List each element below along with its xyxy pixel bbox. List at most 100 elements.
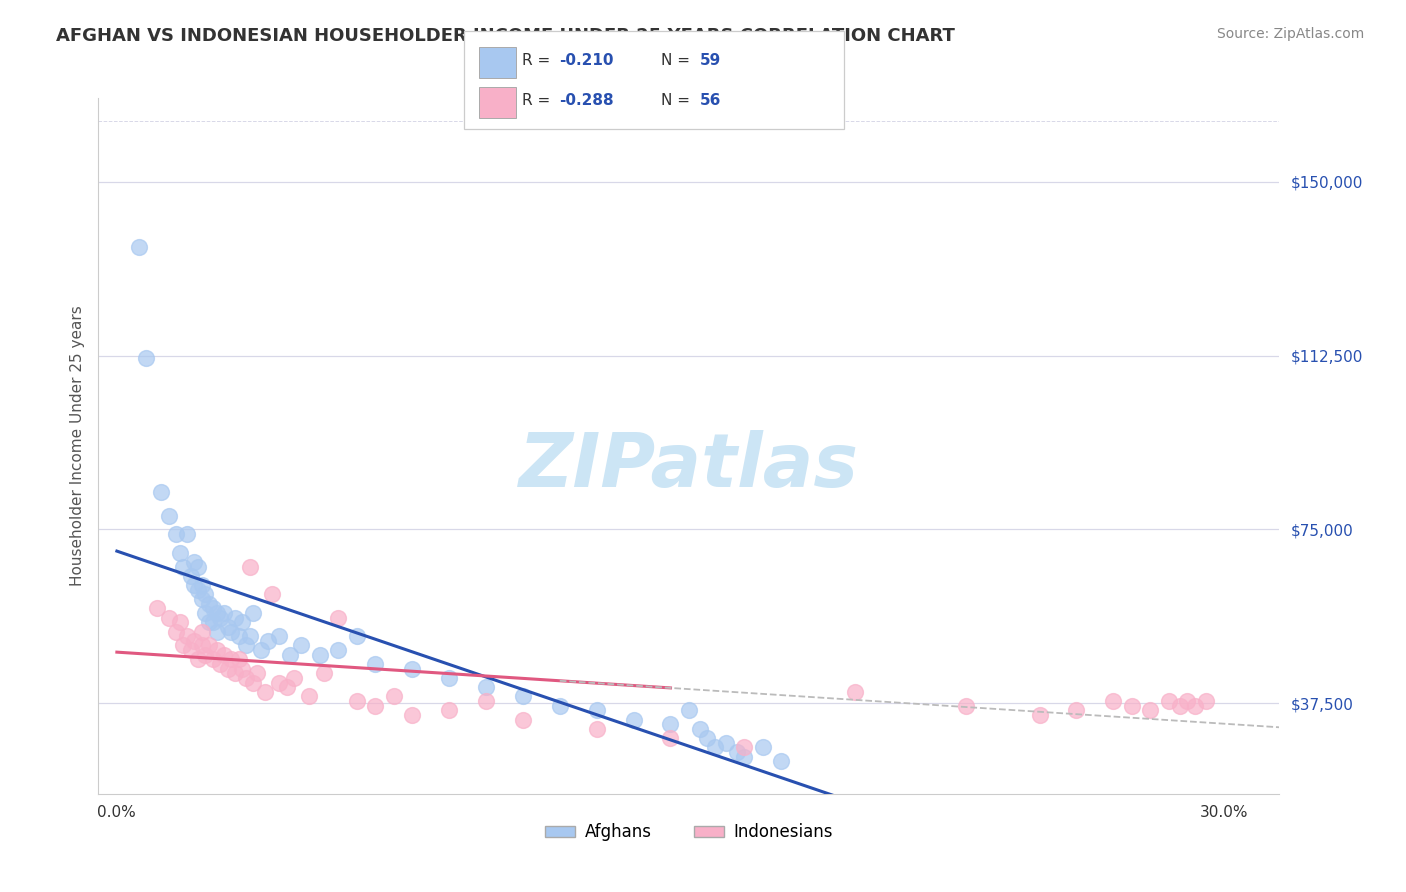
Point xyxy=(346,694,368,708)
Text: -0.288: -0.288 xyxy=(560,94,614,108)
Point xyxy=(209,657,232,671)
Text: N =: N = xyxy=(661,94,695,108)
Point xyxy=(475,680,498,694)
Point xyxy=(770,755,793,769)
Point xyxy=(231,662,253,676)
Point xyxy=(276,680,298,694)
Point xyxy=(183,633,205,648)
Point xyxy=(290,639,312,653)
Point xyxy=(1168,698,1191,713)
Point xyxy=(191,578,214,592)
Point xyxy=(678,703,700,717)
Point xyxy=(194,648,217,662)
Point xyxy=(209,610,232,624)
Point xyxy=(150,485,173,500)
Point xyxy=(212,648,235,662)
Point xyxy=(364,698,387,713)
Point xyxy=(733,749,755,764)
Point xyxy=(205,643,228,657)
Text: ZIPatlas: ZIPatlas xyxy=(519,430,859,503)
Point xyxy=(725,745,748,759)
Text: -0.210: -0.210 xyxy=(560,54,614,68)
Point xyxy=(169,615,191,630)
Point xyxy=(312,666,335,681)
Point xyxy=(191,639,214,653)
Point xyxy=(283,671,305,685)
Point xyxy=(955,698,977,713)
Point xyxy=(212,606,235,620)
Text: 56: 56 xyxy=(700,94,721,108)
Point xyxy=(401,708,423,723)
Point xyxy=(364,657,387,671)
Point xyxy=(250,643,273,657)
Point xyxy=(733,740,755,755)
Point xyxy=(194,606,217,620)
Point xyxy=(224,666,246,681)
Point xyxy=(198,615,221,630)
Point xyxy=(328,643,350,657)
Point xyxy=(714,736,737,750)
Y-axis label: Householder Income Under 25 years: Householder Income Under 25 years xyxy=(69,306,84,586)
Point xyxy=(187,652,209,666)
Point xyxy=(1157,694,1180,708)
Point xyxy=(235,639,257,653)
Point xyxy=(257,633,280,648)
Text: 59: 59 xyxy=(700,54,721,68)
Point xyxy=(346,629,368,643)
Point xyxy=(512,713,534,727)
Point xyxy=(176,527,198,541)
Point xyxy=(172,639,194,653)
Legend: Afghans, Indonesians: Afghans, Indonesians xyxy=(538,817,839,848)
Point xyxy=(269,675,291,690)
Point xyxy=(1028,708,1050,723)
Point xyxy=(239,559,262,574)
Point xyxy=(157,508,180,523)
Text: R =: R = xyxy=(522,94,555,108)
Point xyxy=(844,685,866,699)
Point xyxy=(269,629,291,643)
Point xyxy=(201,615,224,630)
Point xyxy=(280,648,302,662)
Point xyxy=(135,351,157,365)
Point xyxy=(235,671,257,685)
Point xyxy=(659,717,682,731)
Point xyxy=(659,731,682,746)
Point xyxy=(176,629,198,643)
Point xyxy=(205,624,228,639)
Point xyxy=(191,624,214,639)
Point xyxy=(1184,698,1206,713)
Point xyxy=(165,527,187,541)
Point xyxy=(253,685,276,699)
Point xyxy=(183,555,205,569)
Point xyxy=(298,690,321,704)
Point xyxy=(194,587,217,601)
Point xyxy=(228,652,250,666)
Point xyxy=(696,731,718,746)
Text: R =: R = xyxy=(522,54,555,68)
Point xyxy=(231,615,253,630)
Point xyxy=(221,652,243,666)
Point xyxy=(1066,703,1088,717)
Point xyxy=(1139,703,1161,717)
Point xyxy=(172,559,194,574)
Point xyxy=(1102,694,1125,708)
Point xyxy=(180,569,202,583)
Point xyxy=(1175,694,1198,708)
Point xyxy=(198,639,221,653)
Point xyxy=(128,239,150,253)
Point xyxy=(260,587,283,601)
Point xyxy=(585,722,607,736)
Point xyxy=(246,666,269,681)
Point xyxy=(224,610,246,624)
Point xyxy=(187,559,209,574)
Point xyxy=(180,643,202,657)
Point xyxy=(1195,694,1218,708)
Point xyxy=(585,703,607,717)
Text: AFGHAN VS INDONESIAN HOUSEHOLDER INCOME UNDER 25 YEARS CORRELATION CHART: AFGHAN VS INDONESIAN HOUSEHOLDER INCOME … xyxy=(56,27,955,45)
Point xyxy=(217,662,239,676)
Point xyxy=(309,648,332,662)
Point xyxy=(751,740,773,755)
Point xyxy=(328,610,350,624)
Point xyxy=(475,694,498,708)
Point xyxy=(217,620,239,634)
